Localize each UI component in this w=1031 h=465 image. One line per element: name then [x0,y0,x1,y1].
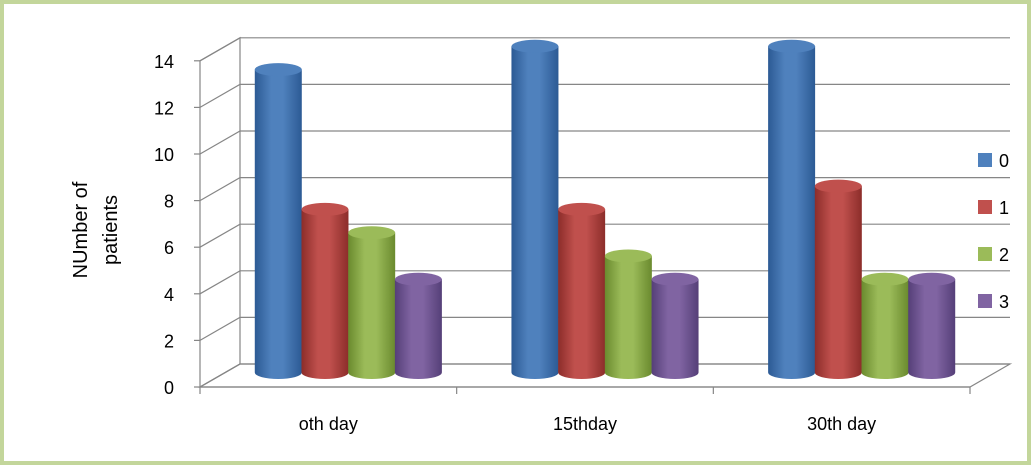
bar-top [604,249,652,263]
y-axis-label-line-1: NUmber of [70,181,92,278]
legend: 0 1 2 3 [978,151,1009,312]
gridline [199,37,1010,62]
bar-body [558,209,606,379]
bar-top [651,272,699,286]
legend-swatch [978,294,992,308]
y-tick-label: 12 [154,98,174,118]
bar [604,249,652,379]
y-axis-ticks: 0 2 4 6 8 10 12 14 [154,52,174,398]
legend-label: 1 [999,198,1009,218]
y-axis-label-line-2: patients [100,195,122,265]
bar-body [908,279,956,379]
bar-body [511,46,559,380]
bar-body [604,256,652,379]
y-tick-label: 6 [164,238,174,258]
gridline [199,270,1010,295]
bar [861,272,909,379]
gridline [199,83,1010,108]
bar [511,39,559,380]
x-category-label: 30th day [807,414,876,434]
gridline [199,177,1010,202]
gridlines [194,37,1010,388]
legend-label: 0 [999,151,1009,171]
y-tick-label: 8 [164,192,174,212]
bar [348,226,396,379]
y-tick-label: 10 [154,145,174,165]
bar [651,272,699,379]
bar [558,202,606,379]
x-category-label: oth day [299,414,358,434]
bar [814,179,862,379]
bar-body [768,46,816,380]
bar-top [394,272,442,286]
bar-top [558,202,606,216]
legend-swatch [978,200,992,214]
bar-body [348,232,396,379]
y-tick-label: 4 [164,285,174,305]
gridline [199,363,1010,388]
y-axis-label: NUmber of patients [70,181,122,278]
legend-swatch [978,247,992,261]
x-axis: oth day 15thday 30th day [199,386,971,434]
bar-top [254,63,302,77]
legend-label: 2 [999,245,1009,265]
bar [254,63,302,379]
side-wall [199,36,241,389]
bar-body [814,186,862,379]
bar-top [348,226,396,240]
bar-top [511,39,559,53]
bar [908,272,956,379]
gridline [199,223,1010,248]
bar-body [394,279,442,379]
bar-body [254,69,302,379]
bar-body [651,279,699,379]
x-category-label: 15thday [553,414,617,434]
bar [301,202,349,379]
gridline [199,130,1010,155]
bar-top [814,179,862,193]
y-tick-label: 14 [154,52,174,72]
bar [394,272,442,379]
bar-top [908,272,956,286]
gridline [199,316,1010,341]
y-tick-label: 2 [164,331,174,351]
bar-top [301,202,349,216]
y-tick-label: 0 [164,378,174,398]
bar [768,39,816,380]
bar-top [768,39,816,53]
bar-body [301,209,349,379]
bars [254,39,956,380]
legend-label: 3 [999,292,1009,312]
bar-top [861,272,909,286]
bar-body [861,279,909,379]
legend-swatch [978,153,992,167]
